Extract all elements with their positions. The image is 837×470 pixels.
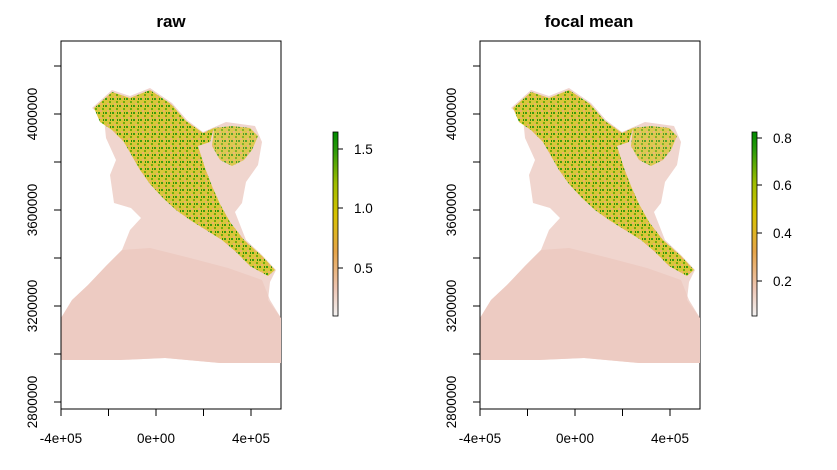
x-axis: -4e+05 0e+00 4e+05	[459, 408, 689, 446]
colorbar-label: 0.8	[773, 131, 792, 146]
colorbar-label: 0.2	[773, 274, 792, 289]
panel-focal-mean: focal mean -4e+05 0e+00 4e+05	[444, 12, 792, 446]
x-tick-label: 4e+05	[232, 431, 270, 446]
raster-map	[480, 88, 700, 363]
colorbar-label: 0.5	[354, 261, 373, 276]
y-axis: 2800000 3200000 3600000 4000000	[444, 65, 481, 429]
y-tick-label: 3600000	[25, 184, 40, 237]
y-tick-label: 2800000	[444, 376, 459, 429]
panel-title: focal mean	[545, 12, 634, 31]
colorbar-label: 0.4	[773, 226, 792, 241]
panel-title: raw	[156, 12, 186, 31]
legend-colorbar: 0.5 1.0 1.5	[332, 131, 373, 317]
x-tick-label: -4e+05	[459, 431, 501, 446]
colorbar-label: 1.0	[354, 201, 373, 216]
legend-colorbar: 0.2 0.4 0.6 0.8	[751, 131, 792, 317]
y-tick-label: 2800000	[25, 376, 40, 429]
y-tick-label: 3600000	[444, 184, 459, 237]
y-tick-label: 4000000	[444, 88, 459, 141]
raster-vegetation	[513, 90, 694, 276]
raster-lowland	[61, 248, 281, 363]
colorbar-label: 1.5	[354, 142, 373, 157]
y-tick-label: 4000000	[25, 88, 40, 141]
colorbar	[332, 131, 339, 317]
x-axis: -4e+05 0e+00 4e+05	[40, 408, 270, 446]
raster-map	[61, 88, 281, 363]
x-tick-label: 0e+00	[137, 431, 175, 446]
y-tick-label: 3200000	[444, 280, 459, 333]
y-axis: 2800000 3200000 3600000 4000000	[25, 65, 62, 429]
x-tick-label: 0e+00	[556, 431, 594, 446]
y-tick-label: 3200000	[25, 280, 40, 333]
raster-vegetation-east	[631, 126, 677, 166]
x-tick-label: -4e+05	[40, 431, 82, 446]
panel-raw: raw -4e+05 0e+00 4e+05	[25, 12, 373, 446]
x-tick-label: 4e+05	[651, 431, 689, 446]
colorbar	[751, 131, 758, 317]
raster-vegetation	[94, 90, 275, 276]
raster-lowland	[480, 248, 700, 363]
raster-vegetation-east	[212, 126, 258, 166]
colorbar-label: 0.6	[773, 178, 792, 193]
